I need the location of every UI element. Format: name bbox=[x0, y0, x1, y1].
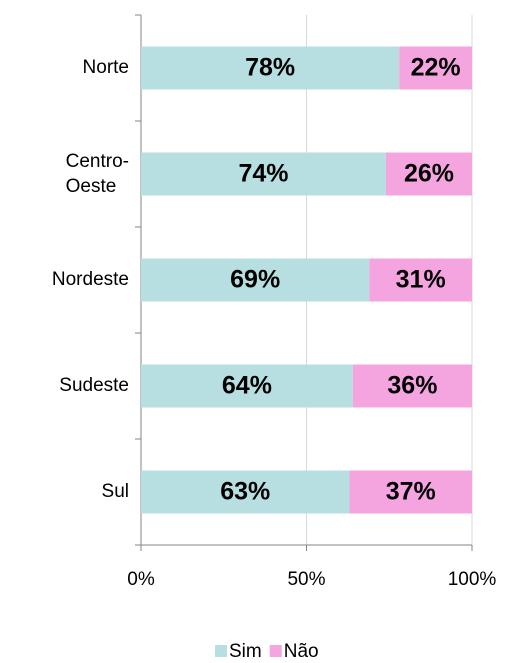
bar-segment bbox=[349, 470, 472, 514]
x-tick-label: 100% bbox=[448, 569, 497, 590]
legend-label: Não bbox=[284, 641, 319, 662]
data-label: 78% bbox=[245, 54, 295, 82]
bar-segment bbox=[141, 364, 353, 408]
category-label: Centro-Oeste bbox=[66, 151, 129, 197]
data-label: 69% bbox=[230, 266, 280, 294]
bar-segment bbox=[385, 152, 472, 196]
bar-segment bbox=[141, 46, 400, 90]
legend-swatch bbox=[215, 645, 227, 657]
data-label: 37% bbox=[386, 478, 436, 506]
bar-segment bbox=[399, 46, 472, 90]
data-label: 36% bbox=[387, 372, 437, 400]
data-label: 64% bbox=[222, 372, 272, 400]
bar-segment bbox=[352, 364, 472, 408]
data-label: 63% bbox=[220, 478, 270, 506]
data-label: 22% bbox=[411, 54, 461, 82]
data-label: 26% bbox=[404, 160, 454, 188]
x-tick-label: 0% bbox=[127, 569, 155, 590]
bar-segment bbox=[369, 258, 472, 302]
legend-label: Sim bbox=[229, 641, 262, 662]
legend-swatch bbox=[269, 645, 282, 657]
bar-segment bbox=[141, 470, 350, 514]
category-label: Sudeste bbox=[59, 375, 129, 396]
category-label: Sul bbox=[102, 481, 129, 502]
x-tick-label: 50% bbox=[287, 569, 325, 590]
data-label: 31% bbox=[396, 266, 446, 294]
category-label: Norte bbox=[83, 57, 129, 78]
data-label: 74% bbox=[238, 160, 288, 188]
category-label: Nordeste bbox=[52, 269, 129, 290]
bar-segment bbox=[141, 152, 386, 196]
bar-segment bbox=[141, 258, 370, 302]
